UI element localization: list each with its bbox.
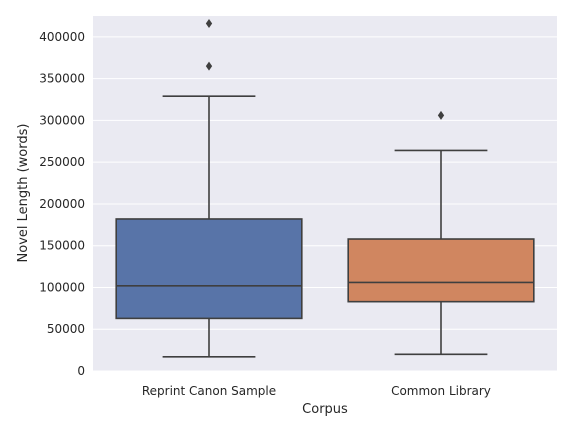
y-axis-label: Novel Length (words) xyxy=(16,124,31,263)
box-series xyxy=(115,19,535,358)
y-tick-labels: 0 50000 100000 150000 200000 250000 300000 3500… xyxy=(39,30,85,378)
outlier-point xyxy=(437,110,445,120)
box-group xyxy=(115,19,303,358)
y-tick-label: 250000 xyxy=(39,155,85,169)
x-tick-label: Reprint Canon Sample xyxy=(142,384,276,398)
y-tick-label: 400000 xyxy=(39,30,85,44)
x-axis-label: Corpus xyxy=(302,402,348,417)
outlier-point xyxy=(205,61,213,71)
y-tick-label: 0 xyxy=(77,364,85,378)
y-tick-label: 200000 xyxy=(39,197,85,211)
x-tick-labels: Reprint Canon Sample Common Library xyxy=(142,384,491,398)
outlier-point xyxy=(205,19,213,29)
y-tick-label: 300000 xyxy=(39,113,85,127)
iqr-box xyxy=(347,238,535,303)
y-tick-label: 100000 xyxy=(39,280,85,294)
y-tick-label: 50000 xyxy=(47,322,85,336)
box-group xyxy=(347,110,535,356)
iqr-box xyxy=(115,218,303,320)
x-tick-label: Common Library xyxy=(391,384,491,398)
y-tick-label: 150000 xyxy=(39,239,85,253)
y-tick-label: 350000 xyxy=(39,72,85,86)
